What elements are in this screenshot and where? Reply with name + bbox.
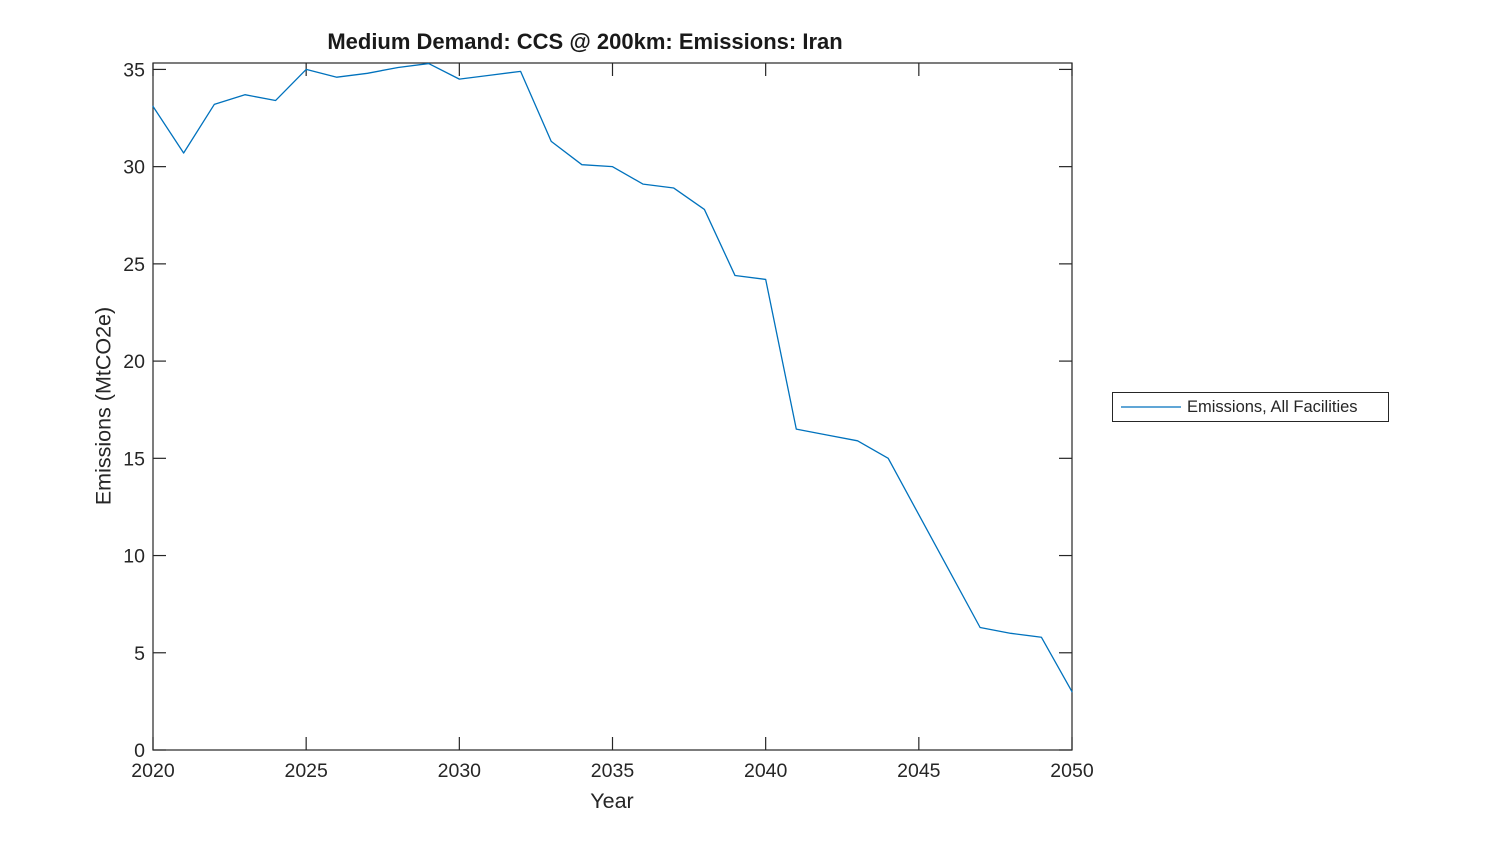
x-tick-label: 2035 — [591, 760, 635, 782]
x-tick-label: 2025 — [284, 760, 328, 782]
y-tick-label: 10 — [123, 546, 145, 568]
y-tick-label: 0 — [134, 740, 145, 762]
legend-box: Emissions, All Facilities — [1112, 392, 1389, 422]
x-axis-label: Year — [590, 789, 634, 813]
x-tick-label: 2050 — [1050, 760, 1094, 782]
x-tick-label: 2030 — [438, 760, 482, 782]
x-tick-label: 2045 — [897, 760, 941, 782]
legend-label: Emissions, All Facilities — [1187, 397, 1358, 416]
emissions-line-series — [152, 62, 1073, 693]
y-axis-label: Emissions (MtCO2e) — [91, 306, 116, 506]
y-tick-label: 20 — [123, 351, 145, 373]
y-tick-label: 25 — [123, 254, 145, 276]
y-tick-label: 35 — [123, 59, 145, 81]
y-tick-label: 30 — [123, 157, 145, 179]
x-tick-label: 2020 — [131, 760, 175, 782]
chart-title: Medium Demand: CCS @ 200km: Emissions: I… — [327, 29, 843, 54]
y-tick-label: 5 — [134, 643, 145, 665]
legend-line-sample — [1121, 406, 1181, 408]
x-tick-label: 2040 — [744, 760, 788, 782]
y-tick-label: 15 — [123, 448, 145, 470]
